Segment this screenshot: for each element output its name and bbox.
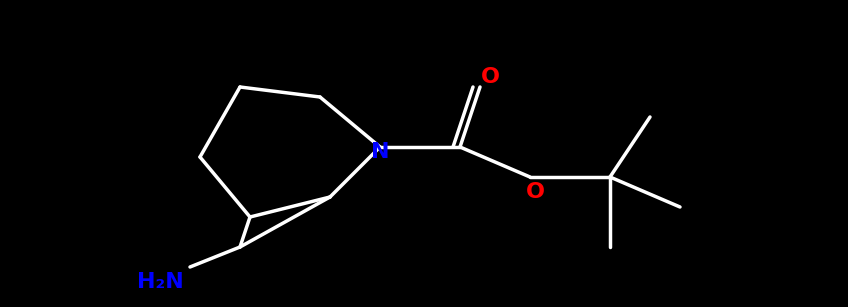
Text: N: N <box>371 142 389 162</box>
Text: O: O <box>526 182 544 202</box>
Text: H₂N: H₂N <box>137 272 183 292</box>
Text: O: O <box>481 67 499 87</box>
